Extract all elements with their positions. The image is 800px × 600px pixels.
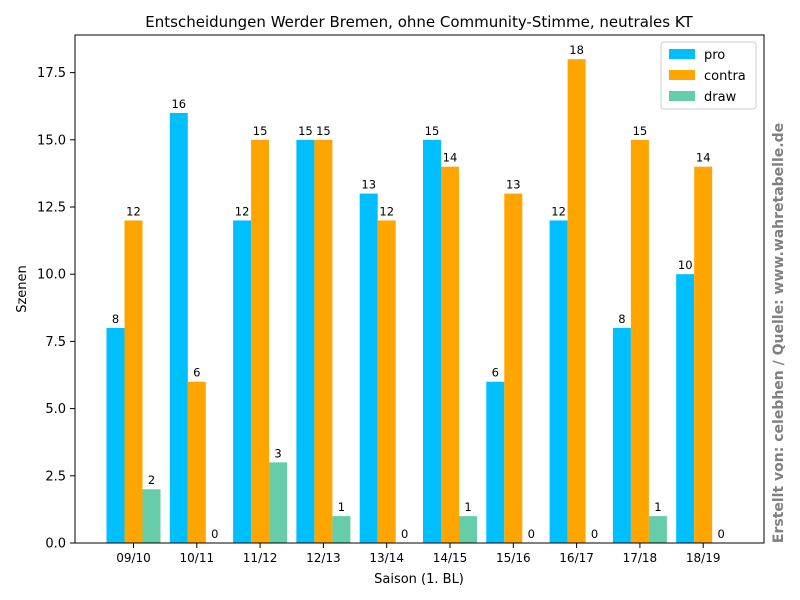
x-tick-label: 12/13 <box>306 551 341 565</box>
y-axis-label: Szenen <box>15 265 30 313</box>
data-label: 15 <box>633 124 648 138</box>
bar-contra-13-14 <box>377 220 396 543</box>
bar-contra-18-19 <box>694 166 713 543</box>
data-label: 1 <box>464 500 471 514</box>
data-label: 12 <box>235 204 250 218</box>
y-tick-label: 5.0 <box>45 402 66 417</box>
bar-contra-09-10 <box>124 220 143 543</box>
x-axis-label: Saison (1. BL) <box>374 572 464 587</box>
bar-contra-10-11 <box>187 381 206 543</box>
x-tick-label: 13/14 <box>369 551 404 565</box>
data-label: 15 <box>316 124 331 138</box>
legend-label-contra: contra <box>704 69 746 84</box>
data-label: 6 <box>193 366 200 380</box>
bar-pro-11-12 <box>233 220 252 543</box>
data-label: 2 <box>148 473 155 487</box>
bar-contra-17-18 <box>630 139 649 544</box>
data-label: 12 <box>379 204 394 218</box>
data-label: 15 <box>425 124 440 138</box>
legend-label-draw: draw <box>704 90 737 105</box>
data-label: 15 <box>298 124 313 138</box>
credit-text: Erstellt von: celebhen / Quelle: www.wah… <box>771 123 787 543</box>
data-label: 12 <box>126 204 141 218</box>
x-tick-label: 15/16 <box>496 551 531 565</box>
x-tick-label: 18/19 <box>686 551 721 565</box>
bar-pro-09-10 <box>106 327 125 543</box>
x-tick-label: 11/12 <box>243 551 278 565</box>
bar-draw-09-10 <box>142 489 161 543</box>
x-tick-label: 17/18 <box>623 551 658 565</box>
bar-draw-12-13 <box>332 516 351 543</box>
data-label: 0 <box>211 527 218 541</box>
bar-contra-12-13 <box>314 139 333 544</box>
y-tick-label: 12.5 <box>37 201 66 216</box>
data-label: 0 <box>591 527 598 541</box>
data-label: 12 <box>551 204 566 218</box>
data-label: 8 <box>112 312 119 326</box>
data-label: 16 <box>171 97 186 111</box>
bar-draw-11-12 <box>269 462 288 543</box>
data-label: 1 <box>338 500 345 514</box>
bar-pro-13-14 <box>359 193 378 543</box>
data-label: 18 <box>569 43 584 57</box>
legend-swatch-pro <box>669 49 695 59</box>
bar-contra-16-17 <box>567 59 586 543</box>
x-tick-label: 16/17 <box>559 551 594 565</box>
data-label: 6 <box>492 366 499 380</box>
y-tick-label: 7.5 <box>45 335 66 350</box>
data-label: 0 <box>528 527 535 541</box>
x-tick-label: 09/10 <box>116 551 151 565</box>
data-label: 13 <box>506 178 521 192</box>
data-label: 1 <box>654 500 661 514</box>
legend-label-pro: pro <box>704 48 725 63</box>
x-tick-label: 14/15 <box>433 551 468 565</box>
data-label: 0 <box>718 527 725 541</box>
y-tick-label: 17.5 <box>37 66 66 81</box>
bar-pro-17-18 <box>612 327 631 543</box>
bar-pro-18-19 <box>676 274 695 543</box>
y-tick-label: 10.0 <box>37 268 66 283</box>
data-label: 10 <box>678 258 693 272</box>
legend: pro contra draw <box>660 41 757 110</box>
bar-draw-14-15 <box>459 516 477 543</box>
x-tick-label: 10/11 <box>180 551 215 565</box>
data-label: 13 <box>361 178 376 192</box>
data-label: 0 <box>401 527 408 541</box>
bar-contra-11-12 <box>251 139 270 544</box>
axes-frame <box>74 34 765 544</box>
data-label: 14 <box>696 151 711 165</box>
y-tick-label: 15.0 <box>37 133 66 148</box>
bar-pro-16-17 <box>549 220 568 543</box>
bar-pro-14-15 <box>423 139 441 544</box>
y-tick-label: 0.0 <box>45 537 66 552</box>
chart-title: Entscheidungen Werder Bremen, ohne Commu… <box>145 13 693 31</box>
data-label: 8 <box>618 312 625 326</box>
legend-swatch-draw <box>669 91 695 101</box>
bar-draw-17-18 <box>648 516 667 543</box>
data-label: 14 <box>443 151 458 165</box>
y-tick-label: 2.5 <box>45 469 66 484</box>
bar-pro-12-13 <box>296 139 315 544</box>
legend-swatch-contra <box>669 70 695 80</box>
bar-contra-14-15 <box>441 166 459 543</box>
bar-pro-10-11 <box>169 112 188 544</box>
bar-contra-15-16 <box>504 193 523 543</box>
data-label: 3 <box>274 446 281 460</box>
data-label: 15 <box>253 124 268 138</box>
bar-pro-15-16 <box>486 381 505 543</box>
